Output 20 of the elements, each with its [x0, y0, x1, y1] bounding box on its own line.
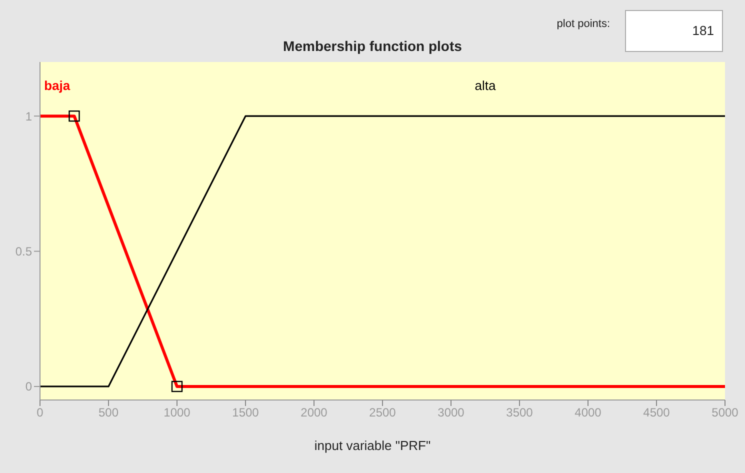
- text: plot points:: [556, 18, 610, 30]
- x-tick-label: 1500: [232, 406, 260, 420]
- x-tick-label: 1000: [164, 406, 191, 420]
- x-tick-label: 3000: [438, 406, 465, 420]
- x-tick-label: 5000: [712, 406, 739, 420]
- x-axis-title: input variable "PRF": [313, 438, 432, 453]
- series-label: alta: [474, 78, 497, 94]
- x-tick-label: 3500: [506, 406, 534, 420]
- number-field: 181: [625, 10, 723, 52]
- x-tick-label: 4000: [574, 406, 602, 420]
- x-tick-label: 2000: [300, 406, 328, 420]
- x-tick-label: 4500: [643, 406, 670, 420]
- chart-title: Membership function plots: [282, 38, 463, 54]
- x-tick-label: 500: [98, 406, 119, 420]
- series-label: baja: [43, 78, 72, 94]
- y-tick-label: 1: [25, 109, 32, 124]
- y-tick-label: 0.5: [15, 244, 32, 259]
- x-tick-label: 2500: [369, 406, 396, 420]
- y-tick-label: 0: [25, 380, 32, 394]
- x-tick-label: 0: [36, 406, 44, 420]
